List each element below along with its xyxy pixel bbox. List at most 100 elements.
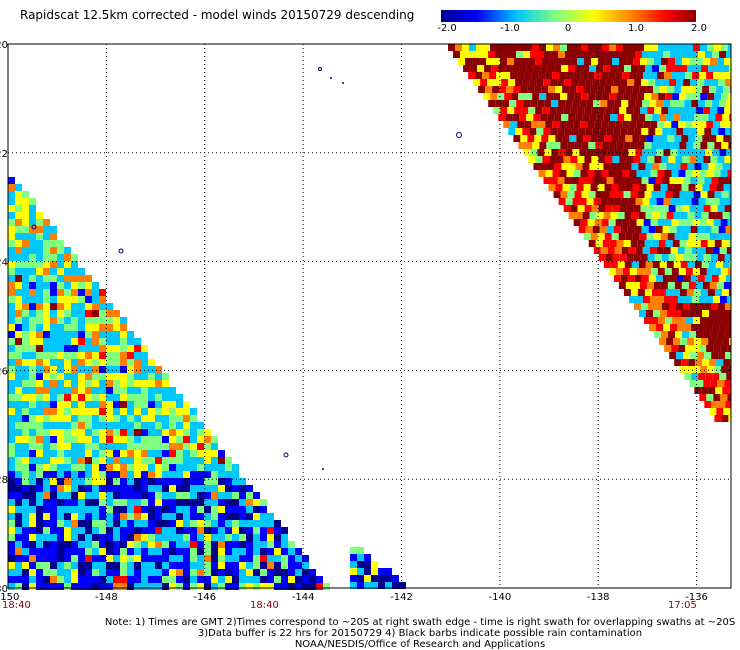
swath-cell (183, 527, 190, 534)
swath-cell (148, 534, 155, 541)
swath-cell (71, 366, 78, 373)
swath-cell (218, 457, 225, 464)
swath-cell (36, 478, 43, 485)
swath-cell (71, 352, 78, 359)
swath-cell (218, 513, 225, 520)
swath-cell (288, 541, 295, 548)
swath-cell (134, 569, 141, 576)
swath-cell (78, 541, 85, 548)
swath-cell (545, 72, 553, 79)
swath-cell (85, 478, 92, 485)
swath-cell (682, 331, 690, 338)
swath-cell (99, 366, 106, 373)
swath-cell (113, 422, 120, 429)
swath-cell (50, 513, 57, 520)
swath-cell (239, 534, 246, 541)
swath-cell (190, 499, 197, 506)
swath-cell (602, 93, 610, 100)
swath-cell (64, 282, 71, 289)
swath-cell (239, 499, 246, 506)
swath-cell (15, 205, 22, 212)
swath-cell (626, 58, 634, 65)
swath-cell (113, 359, 120, 366)
swath-cell (357, 568, 364, 575)
swath-cell (22, 303, 29, 310)
swath-cell (669, 352, 677, 359)
swath-cell (558, 100, 566, 107)
swath-cell (22, 310, 29, 317)
swath-cell (709, 408, 717, 415)
swath-cell (668, 58, 676, 65)
swath-cell (601, 219, 609, 226)
swath-cell (57, 415, 64, 422)
swath-cell (683, 352, 691, 359)
swath-cell (36, 289, 43, 296)
swath-cell (664, 170, 672, 177)
swath-cell (50, 303, 57, 310)
swath-cell (722, 212, 730, 219)
swath-cell (727, 170, 731, 177)
swath-cell (631, 114, 639, 121)
swath-cell (578, 128, 586, 135)
swath-cell (677, 324, 685, 331)
swath-cell (64, 576, 71, 583)
swath-cell (620, 128, 628, 135)
swath-cell (728, 191, 731, 198)
swath-cell (64, 324, 71, 331)
swath-cell (106, 422, 113, 429)
swath-cell (64, 380, 71, 387)
swath-cell (371, 561, 378, 568)
swath-cell (577, 107, 585, 114)
swath-cell (650, 121, 658, 128)
swath-cell (155, 576, 162, 583)
swath-cell (127, 583, 134, 590)
swath-cell (29, 387, 36, 394)
swath-cell (43, 324, 50, 331)
swath-cell (71, 345, 78, 352)
swath-cell (99, 541, 106, 548)
swath-cell (43, 317, 50, 324)
swath-cell (538, 121, 546, 128)
swath-cell (599, 79, 607, 86)
swath-cell (169, 541, 176, 548)
swath-cell (542, 107, 550, 114)
swath-cell (490, 44, 497, 51)
swath-cell (288, 555, 295, 562)
swath-cell (629, 268, 637, 275)
swath-cell (106, 310, 113, 317)
swath-cell (663, 149, 671, 156)
swath-cell (274, 583, 281, 590)
swath-cell (36, 373, 43, 380)
swath-cell (15, 429, 22, 436)
swath-cell (169, 471, 176, 478)
swath-cell (22, 429, 29, 436)
swath-cell (675, 107, 683, 114)
swath-cell (566, 170, 574, 177)
swath-cell (155, 520, 162, 527)
swath-cell (106, 520, 113, 527)
swath-cell (683, 177, 691, 184)
swath-cell (197, 464, 204, 471)
swath-cell (658, 317, 666, 324)
swath-cell (148, 506, 155, 513)
swath-cell (92, 345, 99, 352)
swath-cell (585, 226, 593, 233)
swath-cell (550, 177, 558, 184)
swath-cell (78, 275, 85, 282)
swath-cell (50, 310, 57, 317)
swath-cell (647, 58, 655, 65)
swath-cell (685, 170, 693, 177)
swath-cell (703, 205, 711, 212)
swath-cell (689, 303, 697, 310)
swath-cell (57, 247, 64, 254)
swath-cell (8, 576, 15, 583)
swath-cell (661, 254, 669, 261)
swath-cell (508, 79, 516, 86)
swath-cell (647, 107, 655, 114)
swath-cell (578, 79, 586, 86)
swath-cell (686, 240, 694, 247)
swath-cell (634, 275, 642, 282)
swath-cell (717, 303, 725, 310)
swath-cell (71, 520, 78, 527)
swath-cell (684, 149, 692, 156)
